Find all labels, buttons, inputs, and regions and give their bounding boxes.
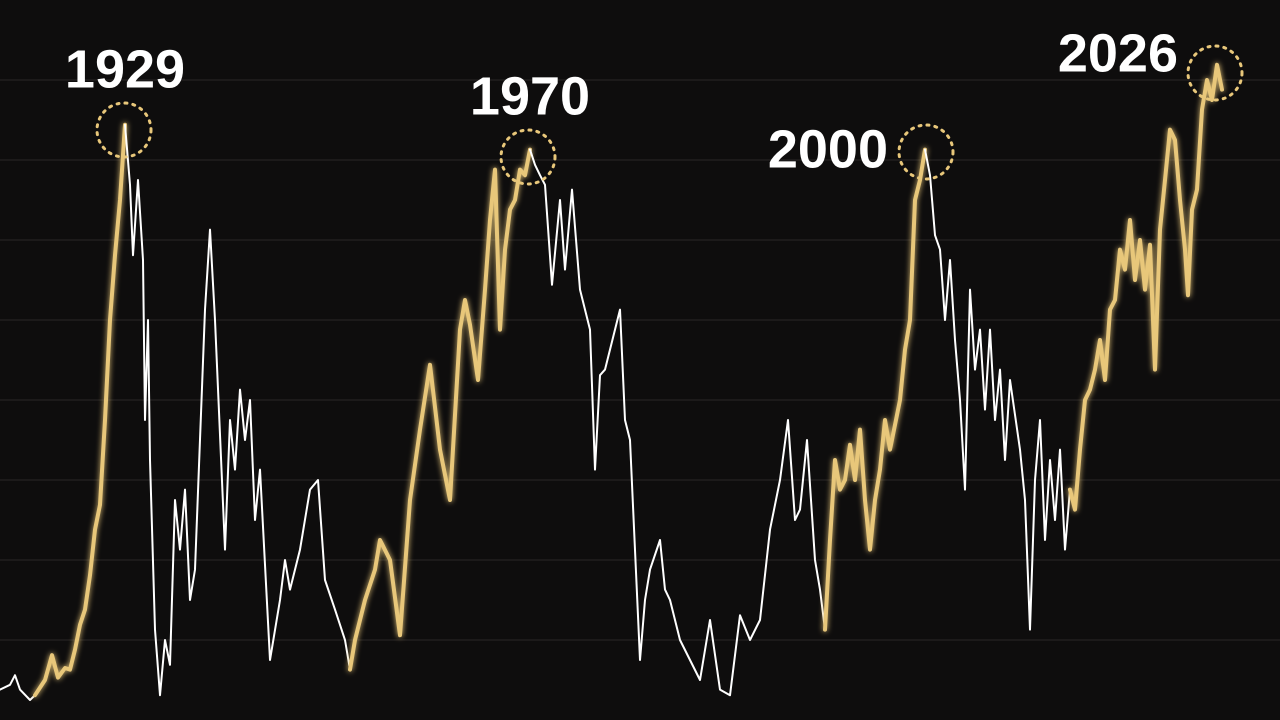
series-line bbox=[529, 148, 826, 697]
annotation: 1970 bbox=[470, 66, 590, 126]
series-line bbox=[348, 147, 532, 672]
series-line bbox=[0, 674, 36, 701]
decorations bbox=[95, 44, 1244, 186]
series-line bbox=[823, 147, 927, 632]
series-line bbox=[924, 148, 1071, 631]
peak-marker bbox=[95, 101, 153, 159]
peak-marker bbox=[1186, 44, 1244, 102]
lines bbox=[0, 62, 1224, 701]
grid bbox=[0, 79, 1280, 641]
annotation: 2026 bbox=[1058, 23, 1178, 83]
annotations: 1929 1970 2000 2026 bbox=[65, 23, 1178, 179]
annotation: 1929 bbox=[65, 39, 185, 99]
series-line bbox=[33, 122, 127, 698]
series-line bbox=[1068, 62, 1224, 512]
peak-marker bbox=[897, 123, 955, 181]
series-line bbox=[124, 123, 351, 697]
annotation: 2000 bbox=[768, 119, 888, 179]
peak-marker bbox=[499, 128, 557, 186]
